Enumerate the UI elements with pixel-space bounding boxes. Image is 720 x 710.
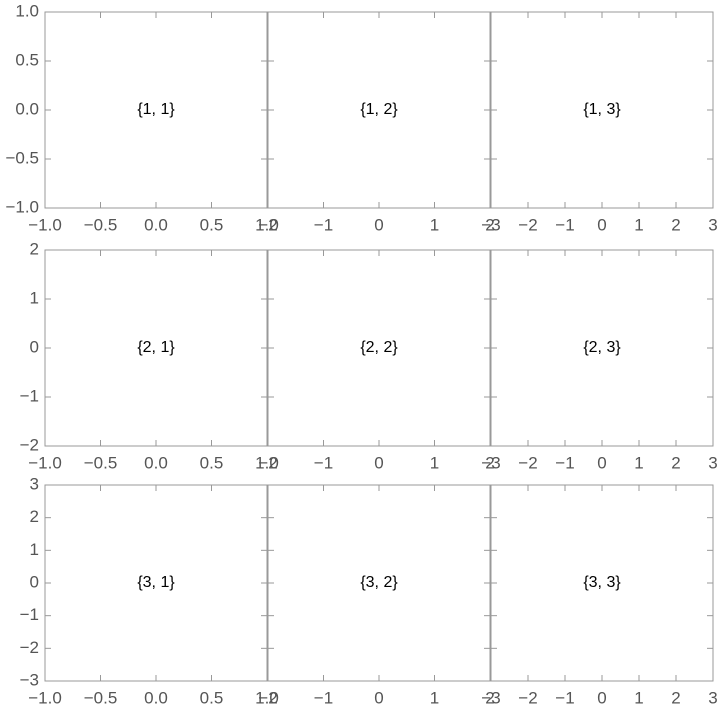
x-tick-label: 1.0 xyxy=(255,688,279,707)
x-tick-label: 0.0 xyxy=(144,453,168,472)
x-tick-label: −3 xyxy=(481,688,500,707)
x-tick-label: 1 xyxy=(430,453,439,472)
x-tick-label: 0 xyxy=(597,215,606,234)
panel-label: {2, 3} xyxy=(583,339,621,356)
x-tick-label: −1.0 xyxy=(28,453,62,472)
x-tick-label: −2 xyxy=(258,453,277,472)
x-tick-label: −1 xyxy=(555,688,574,707)
y-tick-label: −0.5 xyxy=(5,148,39,167)
y-tick-label: 0 xyxy=(30,572,39,591)
x-tick-label: 0 xyxy=(597,688,606,707)
x-tick-label: 3 xyxy=(708,215,717,234)
panel-label: {1, 2} xyxy=(360,101,398,118)
x-tick-label: 0.0 xyxy=(144,215,168,234)
panel-label: {3, 1} xyxy=(137,574,175,591)
y-tick-label: −1.0 xyxy=(5,197,39,216)
y-tick-label: −3 xyxy=(20,670,39,689)
x-tick-label: −2 xyxy=(258,688,277,707)
x-tick-label: 0.5 xyxy=(200,215,224,234)
x-tick-label: 3 xyxy=(708,688,717,707)
x-tick-label: 0 xyxy=(374,453,383,472)
panel-label: {1, 1} xyxy=(137,101,175,118)
x-tick-label: 0 xyxy=(374,215,383,234)
x-tick-label: −1.0 xyxy=(28,215,62,234)
x-tick-label: −1 xyxy=(555,453,574,472)
y-tick-label: 1.0 xyxy=(15,1,39,20)
y-tick-label: −2 xyxy=(20,638,39,657)
y-tick-label: 2 xyxy=(30,507,39,526)
panel-label: {1, 3} xyxy=(583,101,621,118)
y-tick-label: −1 xyxy=(20,386,39,405)
x-tick-label: 1 xyxy=(634,453,643,472)
x-tick-label: −1 xyxy=(555,215,574,234)
x-tick-label: 1 xyxy=(430,215,439,234)
x-tick-label: 1 xyxy=(634,215,643,234)
x-tick-label: 1.0 xyxy=(255,453,279,472)
x-tick-label: −2 xyxy=(518,453,537,472)
panel-label: {3, 3} xyxy=(583,574,621,591)
x-tick-label: 0.0 xyxy=(144,688,168,707)
x-tick-label: 3 xyxy=(708,453,717,472)
x-tick-label: −3 xyxy=(481,215,500,234)
y-tick-label: 0 xyxy=(30,337,39,356)
x-tick-label: 2 xyxy=(671,453,680,472)
y-tick-label: 3 xyxy=(30,474,39,493)
x-tick-label: 2 xyxy=(671,688,680,707)
x-tick-label: 1 xyxy=(430,688,439,707)
x-tick-label: −2 xyxy=(518,215,537,234)
x-tick-label: −2 xyxy=(258,215,277,234)
x-tick-label: −3 xyxy=(481,453,500,472)
x-tick-label: 0.5 xyxy=(200,453,224,472)
x-tick-label: −1.0 xyxy=(28,688,62,707)
panel-label: {2, 1} xyxy=(137,339,175,356)
y-tick-label: 1 xyxy=(30,540,39,559)
y-tick-label: −1 xyxy=(20,605,39,624)
panel-label: {2, 2} xyxy=(360,339,398,356)
y-tick-label: 0.0 xyxy=(15,99,39,118)
x-tick-label: −0.5 xyxy=(84,215,118,234)
x-tick-label: 1.0 xyxy=(255,215,279,234)
x-tick-label: 2 xyxy=(485,453,494,472)
x-tick-label: −1 xyxy=(314,215,333,234)
x-tick-label: 0 xyxy=(597,453,606,472)
x-tick-label: 0.5 xyxy=(200,688,224,707)
x-tick-label: −0.5 xyxy=(84,453,118,472)
y-tick-label: 2 xyxy=(30,239,39,258)
x-tick-label: −1 xyxy=(314,688,333,707)
y-tick-label: −2 xyxy=(20,435,39,454)
panel-label: {3, 2} xyxy=(360,574,398,591)
y-tick-label: 1 xyxy=(30,288,39,307)
y-tick-label: 0.5 xyxy=(15,50,39,69)
x-tick-label: 0 xyxy=(374,688,383,707)
x-tick-label: 2 xyxy=(671,215,680,234)
x-tick-label: 2 xyxy=(485,688,494,707)
x-tick-label: −2 xyxy=(518,688,537,707)
x-tick-label: 2 xyxy=(485,215,494,234)
x-tick-label: −0.5 xyxy=(84,688,118,707)
x-tick-label: −1 xyxy=(314,453,333,472)
x-tick-label: 1 xyxy=(634,688,643,707)
